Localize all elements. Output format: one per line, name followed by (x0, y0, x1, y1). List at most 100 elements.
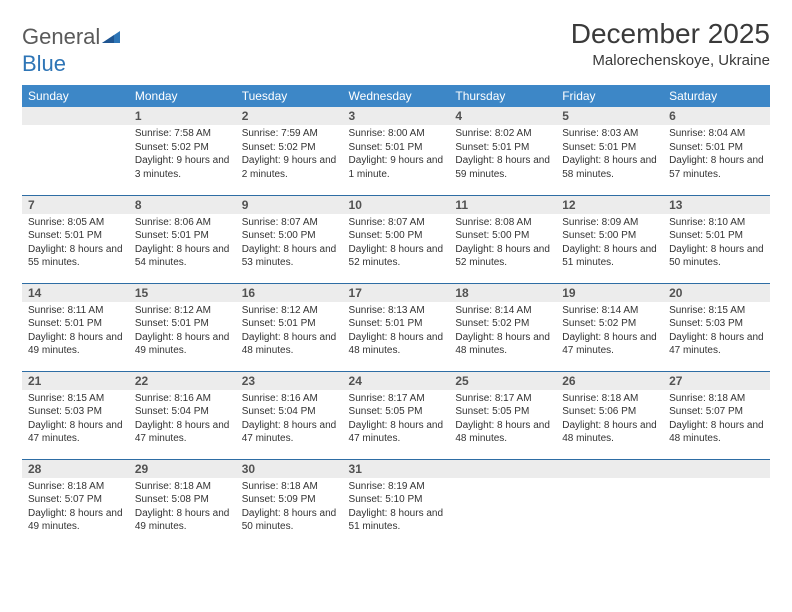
day-body: Sunrise: 8:09 AMSunset: 5:00 PMDaylight:… (556, 214, 663, 274)
day-number (663, 460, 770, 478)
day-number: 25 (449, 372, 556, 390)
sunset-text: Sunset: 5:01 PM (669, 141, 764, 155)
week-row: 21Sunrise: 8:15 AMSunset: 5:03 PMDayligh… (22, 371, 770, 459)
day-body: Sunrise: 8:18 AMSunset: 5:07 PMDaylight:… (663, 390, 770, 450)
week-row: 1Sunrise: 7:58 AMSunset: 5:02 PMDaylight… (22, 107, 770, 195)
day-number: 30 (236, 460, 343, 478)
day-cell: 24Sunrise: 8:17 AMSunset: 5:05 PMDayligh… (343, 371, 450, 459)
sunrise-text: Sunrise: 7:59 AM (242, 127, 337, 141)
week-row: 7Sunrise: 8:05 AMSunset: 5:01 PMDaylight… (22, 195, 770, 283)
day-body: Sunrise: 8:18 AMSunset: 5:08 PMDaylight:… (129, 478, 236, 538)
day-number: 14 (22, 284, 129, 302)
day-body: Sunrise: 8:14 AMSunset: 5:02 PMDaylight:… (449, 302, 556, 362)
day-body: Sunrise: 8:12 AMSunset: 5:01 PMDaylight:… (236, 302, 343, 362)
sunset-text: Sunset: 5:00 PM (349, 229, 444, 243)
day-number: 9 (236, 196, 343, 214)
daylight-text: Daylight: 8 hours and 58 minutes. (562, 154, 657, 181)
col-wednesday: Wednesday (343, 85, 450, 107)
col-sunday: Sunday (22, 85, 129, 107)
sunset-text: Sunset: 5:01 PM (669, 229, 764, 243)
daylight-text: Daylight: 8 hours and 47 minutes. (669, 331, 764, 358)
day-cell: 22Sunrise: 8:16 AMSunset: 5:04 PMDayligh… (129, 371, 236, 459)
sunrise-text: Sunrise: 8:12 AM (135, 304, 230, 318)
daylight-text: Daylight: 8 hours and 48 minutes. (242, 331, 337, 358)
day-number: 16 (236, 284, 343, 302)
sunrise-text: Sunrise: 8:18 AM (135, 480, 230, 494)
day-body: Sunrise: 8:04 AMSunset: 5:01 PMDaylight:… (663, 125, 770, 185)
daylight-text: Daylight: 9 hours and 1 minute. (349, 154, 444, 181)
header: General Blue December 2025 Malorechensko… (22, 18, 770, 77)
sunset-text: Sunset: 5:01 PM (349, 141, 444, 155)
day-body: Sunrise: 7:59 AMSunset: 5:02 PMDaylight:… (236, 125, 343, 185)
calendar-body: 1Sunrise: 7:58 AMSunset: 5:02 PMDaylight… (22, 107, 770, 547)
day-body: Sunrise: 8:16 AMSunset: 5:04 PMDaylight:… (236, 390, 343, 450)
day-number: 19 (556, 284, 663, 302)
day-number: 21 (22, 372, 129, 390)
calendar-page: General Blue December 2025 Malorechensko… (0, 0, 792, 557)
sunset-text: Sunset: 5:02 PM (242, 141, 337, 155)
day-number: 4 (449, 107, 556, 125)
day-number: 15 (129, 284, 236, 302)
daylight-text: Daylight: 8 hours and 48 minutes. (349, 331, 444, 358)
day-number: 17 (343, 284, 450, 302)
day-body: Sunrise: 8:14 AMSunset: 5:02 PMDaylight:… (556, 302, 663, 362)
day-number: 12 (556, 196, 663, 214)
day-cell: 14Sunrise: 8:11 AMSunset: 5:01 PMDayligh… (22, 283, 129, 371)
daylight-text: Daylight: 8 hours and 52 minutes. (455, 243, 550, 270)
daylight-text: Daylight: 9 hours and 2 minutes. (242, 154, 337, 181)
day-number: 11 (449, 196, 556, 214)
day-number (449, 460, 556, 478)
day-body: Sunrise: 8:11 AMSunset: 5:01 PMDaylight:… (22, 302, 129, 362)
sunrise-text: Sunrise: 8:15 AM (669, 304, 764, 318)
daylight-text: Daylight: 8 hours and 54 minutes. (135, 243, 230, 270)
sunset-text: Sunset: 5:02 PM (135, 141, 230, 155)
daylight-text: Daylight: 8 hours and 49 minutes. (135, 331, 230, 358)
sunrise-text: Sunrise: 8:13 AM (349, 304, 444, 318)
sunset-text: Sunset: 5:01 PM (562, 141, 657, 155)
sunrise-text: Sunrise: 8:19 AM (349, 480, 444, 494)
sunrise-text: Sunrise: 8:08 AM (455, 216, 550, 230)
daylight-text: Daylight: 8 hours and 47 minutes. (349, 419, 444, 446)
sunrise-text: Sunrise: 8:09 AM (562, 216, 657, 230)
sunrise-text: Sunrise: 8:18 AM (242, 480, 337, 494)
day-cell: 28Sunrise: 8:18 AMSunset: 5:07 PMDayligh… (22, 459, 129, 547)
day-body: Sunrise: 8:17 AMSunset: 5:05 PMDaylight:… (449, 390, 556, 450)
day-number: 6 (663, 107, 770, 125)
day-cell: 11Sunrise: 8:08 AMSunset: 5:00 PMDayligh… (449, 195, 556, 283)
day-cell: 16Sunrise: 8:12 AMSunset: 5:01 PMDayligh… (236, 283, 343, 371)
day-body: Sunrise: 8:18 AMSunset: 5:06 PMDaylight:… (556, 390, 663, 450)
day-cell (449, 459, 556, 547)
sunrise-text: Sunrise: 8:12 AM (242, 304, 337, 318)
day-cell: 6Sunrise: 8:04 AMSunset: 5:01 PMDaylight… (663, 107, 770, 195)
day-body: Sunrise: 8:00 AMSunset: 5:01 PMDaylight:… (343, 125, 450, 185)
daylight-text: Daylight: 8 hours and 50 minutes. (242, 507, 337, 534)
sunset-text: Sunset: 5:10 PM (349, 493, 444, 507)
daylight-text: Daylight: 8 hours and 48 minutes. (669, 419, 764, 446)
daylight-text: Daylight: 8 hours and 59 minutes. (455, 154, 550, 181)
sunset-text: Sunset: 5:04 PM (242, 405, 337, 419)
day-number: 26 (556, 372, 663, 390)
day-body: Sunrise: 8:15 AMSunset: 5:03 PMDaylight:… (22, 390, 129, 450)
day-body: Sunrise: 8:02 AMSunset: 5:01 PMDaylight:… (449, 125, 556, 185)
day-body: Sunrise: 8:19 AMSunset: 5:10 PMDaylight:… (343, 478, 450, 538)
day-header-row: Sunday Monday Tuesday Wednesday Thursday… (22, 85, 770, 107)
sunrise-text: Sunrise: 7:58 AM (135, 127, 230, 141)
daylight-text: Daylight: 8 hours and 55 minutes. (28, 243, 123, 270)
sunset-text: Sunset: 5:01 PM (28, 229, 123, 243)
sunrise-text: Sunrise: 8:10 AM (669, 216, 764, 230)
sunset-text: Sunset: 5:02 PM (455, 317, 550, 331)
sunset-text: Sunset: 5:03 PM (669, 317, 764, 331)
sunset-text: Sunset: 5:01 PM (242, 317, 337, 331)
sunset-text: Sunset: 5:01 PM (349, 317, 444, 331)
day-number: 22 (129, 372, 236, 390)
day-cell: 23Sunrise: 8:16 AMSunset: 5:04 PMDayligh… (236, 371, 343, 459)
day-body: Sunrise: 8:03 AMSunset: 5:01 PMDaylight:… (556, 125, 663, 185)
day-cell: 18Sunrise: 8:14 AMSunset: 5:02 PMDayligh… (449, 283, 556, 371)
logo-sail-icon (102, 25, 124, 51)
daylight-text: Daylight: 8 hours and 48 minutes. (455, 419, 550, 446)
sunrise-text: Sunrise: 8:16 AM (135, 392, 230, 406)
day-number: 10 (343, 196, 450, 214)
title-block: December 2025 Malorechenskoye, Ukraine (571, 18, 770, 69)
sunset-text: Sunset: 5:01 PM (28, 317, 123, 331)
day-body: Sunrise: 8:10 AMSunset: 5:01 PMDaylight:… (663, 214, 770, 274)
